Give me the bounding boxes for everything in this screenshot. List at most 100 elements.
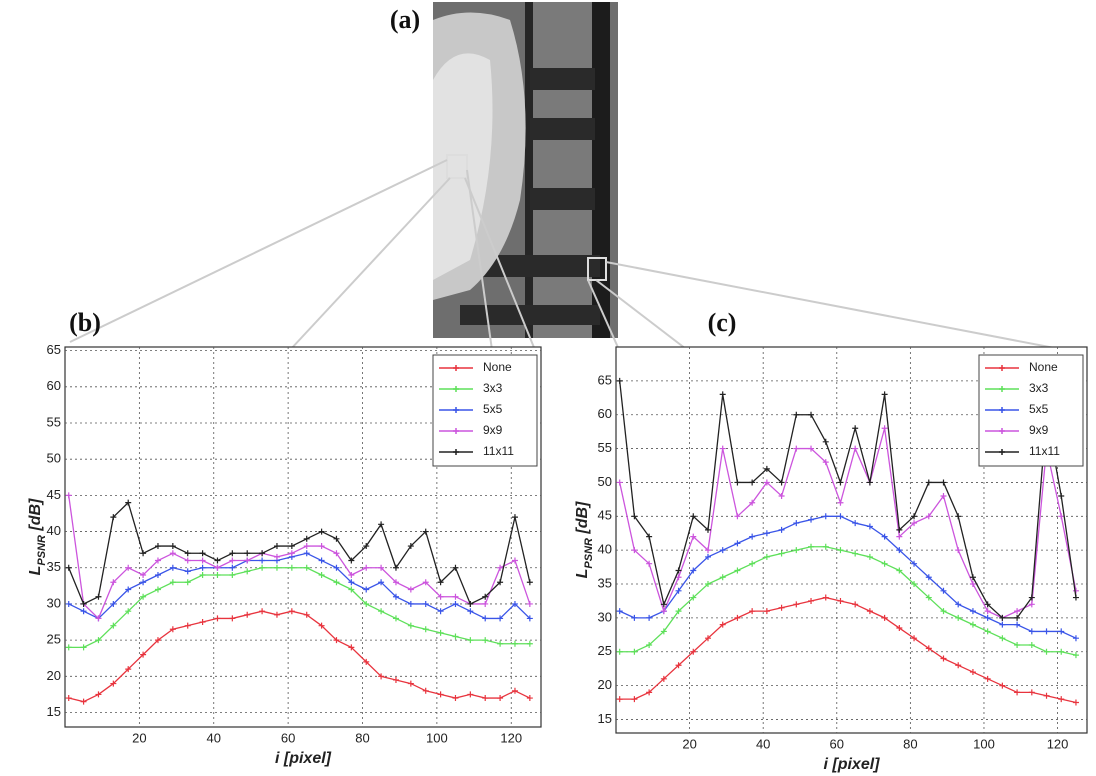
point-marker xyxy=(229,564,236,571)
point-marker xyxy=(214,564,221,571)
point-marker xyxy=(969,581,976,588)
point-marker xyxy=(154,637,161,644)
point-marker xyxy=(837,597,844,604)
point-marker xyxy=(273,611,280,618)
point-marker xyxy=(184,579,191,586)
series-line xyxy=(619,546,1077,656)
series-line xyxy=(619,428,1077,619)
point-marker xyxy=(1072,587,1079,594)
point-marker xyxy=(452,695,459,702)
point-marker xyxy=(852,601,859,608)
point-marker xyxy=(526,579,533,586)
point-marker xyxy=(184,568,191,575)
point-marker xyxy=(1028,628,1035,635)
point-marker xyxy=(1043,628,1050,635)
point-marker xyxy=(1043,648,1050,655)
point-marker xyxy=(110,600,117,607)
series-line xyxy=(68,567,530,649)
point-marker xyxy=(318,528,325,535)
point-marker xyxy=(690,513,697,520)
y-tick-label: 15 xyxy=(598,711,612,726)
y-tick-label: 45 xyxy=(598,508,612,523)
point-marker xyxy=(925,594,932,601)
point-marker xyxy=(822,459,829,466)
point-marker xyxy=(660,675,667,682)
legend-label: 5x5 xyxy=(483,402,503,416)
point-marker xyxy=(808,411,815,418)
point-marker xyxy=(631,513,638,520)
point-marker xyxy=(660,601,667,608)
point-marker xyxy=(704,526,711,533)
point-marker xyxy=(482,600,489,607)
point-marker xyxy=(229,557,236,564)
point-marker xyxy=(763,479,770,486)
legend-marker xyxy=(453,407,459,413)
point-marker xyxy=(881,614,888,621)
point-marker xyxy=(808,445,815,452)
point-marker xyxy=(288,543,295,550)
point-marker xyxy=(184,550,191,557)
x-tick-label: 60 xyxy=(281,730,295,745)
zoom-lines xyxy=(69,159,1066,353)
point-marker xyxy=(1028,689,1035,696)
point-marker xyxy=(511,640,518,647)
point-marker xyxy=(734,479,741,486)
point-marker xyxy=(881,560,888,567)
point-marker xyxy=(95,615,102,622)
y-tick-label: 65 xyxy=(598,372,612,387)
point-marker xyxy=(318,557,325,564)
legend-marker xyxy=(453,365,459,371)
point-marker xyxy=(1058,648,1065,655)
point-marker xyxy=(1014,621,1021,628)
point-marker xyxy=(125,499,132,506)
y-tick-label: 25 xyxy=(598,643,612,658)
series-line xyxy=(619,596,1077,704)
point-marker xyxy=(497,640,504,647)
point-marker xyxy=(1058,696,1065,703)
point-marker xyxy=(940,479,947,486)
point-marker xyxy=(999,635,1006,642)
point-marker xyxy=(199,550,206,557)
point-marker xyxy=(808,597,815,604)
point-marker xyxy=(1058,492,1065,499)
point-marker xyxy=(808,543,815,550)
point-marker xyxy=(452,600,459,607)
point-marker xyxy=(437,691,444,698)
point-marker xyxy=(984,614,991,621)
point-marker xyxy=(969,669,976,676)
point-marker xyxy=(984,628,991,635)
point-marker xyxy=(1043,692,1050,699)
point-marker xyxy=(154,557,161,564)
y-axis-label-part: L xyxy=(574,569,591,579)
point-marker xyxy=(392,593,399,600)
point-marker xyxy=(852,550,859,557)
y-tick-label: 50 xyxy=(47,451,61,466)
point-marker xyxy=(660,608,667,615)
point-marker xyxy=(837,547,844,554)
point-marker xyxy=(822,513,829,520)
point-marker xyxy=(259,564,266,571)
point-marker xyxy=(822,594,829,601)
point-marker xyxy=(704,547,711,554)
legend-label: 11x11 xyxy=(1029,444,1060,458)
point-marker xyxy=(229,615,236,622)
point-marker xyxy=(955,662,962,669)
point-marker xyxy=(259,557,266,564)
point-marker xyxy=(378,521,385,528)
legend-label: 9x9 xyxy=(1029,423,1049,437)
point-marker xyxy=(110,514,117,521)
point-marker xyxy=(422,626,429,633)
y-tick-label: 20 xyxy=(47,668,61,683)
point-marker xyxy=(866,479,873,486)
point-marker xyxy=(1072,594,1079,601)
series-line xyxy=(619,515,1077,639)
point-marker xyxy=(616,648,623,655)
point-marker xyxy=(378,673,385,680)
point-marker xyxy=(866,553,873,560)
point-marker xyxy=(646,533,653,540)
point-marker xyxy=(896,547,903,554)
point-marker xyxy=(80,608,87,615)
point-marker xyxy=(229,572,236,578)
point-marker xyxy=(511,600,518,607)
point-marker xyxy=(273,553,280,560)
